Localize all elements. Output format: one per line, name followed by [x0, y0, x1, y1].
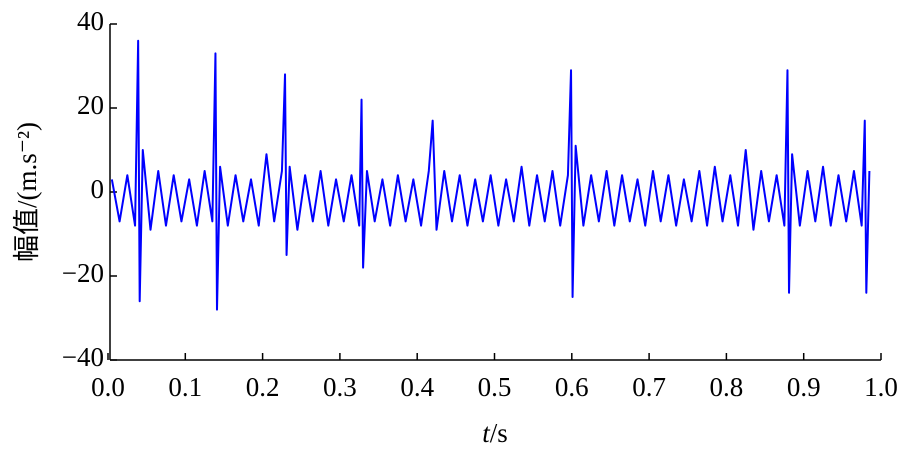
x-tick-label: 0.3 — [323, 372, 357, 402]
x-label-unit: /s — [490, 418, 508, 448]
x-tick-label: 1.0 — [864, 372, 898, 402]
x-tick-label: 0.7 — [632, 372, 666, 402]
x-tick-label: 0.8 — [710, 372, 744, 402]
x-tick-label: 0.1 — [168, 372, 202, 402]
x-tick-label: 0.5 — [478, 372, 512, 402]
y-tick-label: 40 — [77, 6, 104, 36]
x-label-var: t — [482, 418, 491, 448]
y-axis-label: 幅值/(m.s⁻²) — [12, 122, 42, 262]
y-tick-label: −40 — [62, 342, 104, 372]
x-tick-label: 0.0 — [91, 372, 125, 402]
x-tick-label: 0.4 — [400, 372, 434, 402]
x-tick-label: 0.2 — [246, 372, 280, 402]
x-tick-label: 0.9 — [787, 372, 821, 402]
signal-line — [110, 39, 871, 311]
x-axis-label: t/s — [482, 418, 508, 448]
y-tick-label: 20 — [77, 90, 104, 120]
x-tick-label: 0.6 — [555, 372, 589, 402]
y-tick-label: 0 — [91, 174, 105, 204]
y-tick-label: −20 — [62, 258, 104, 288]
